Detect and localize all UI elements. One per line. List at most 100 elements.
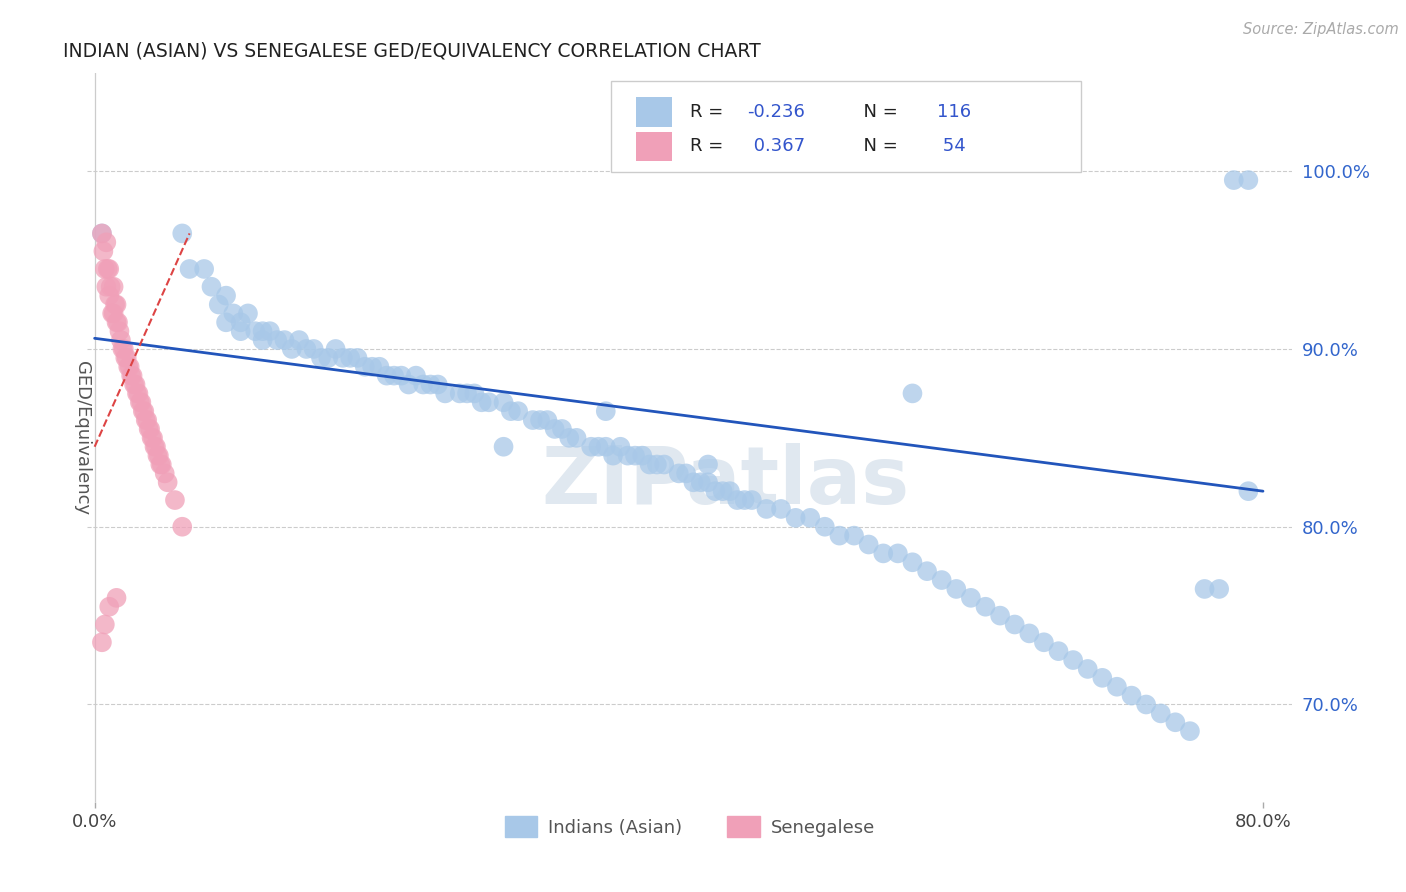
Point bbox=[288, 333, 311, 347]
Point bbox=[229, 315, 252, 329]
Point bbox=[682, 475, 704, 490]
Text: Source: ZipAtlas.com: Source: ZipAtlas.com bbox=[1243, 22, 1399, 37]
Text: 116: 116 bbox=[936, 103, 972, 121]
Text: 0.367: 0.367 bbox=[748, 137, 804, 155]
Point bbox=[105, 315, 128, 329]
Point bbox=[974, 599, 997, 614]
Text: -0.236: -0.236 bbox=[748, 103, 806, 121]
Text: ZIPatlas: ZIPatlas bbox=[541, 442, 910, 521]
Text: 54: 54 bbox=[936, 137, 966, 155]
Point bbox=[252, 324, 274, 338]
Point bbox=[90, 227, 112, 241]
Point bbox=[1077, 662, 1099, 676]
Point bbox=[588, 440, 610, 454]
Text: N =: N = bbox=[852, 103, 904, 121]
Point bbox=[148, 449, 170, 463]
Legend: Indians (Asian), Senegalese: Indians (Asian), Senegalese bbox=[498, 809, 882, 844]
Point bbox=[156, 475, 179, 490]
Point bbox=[229, 324, 252, 338]
Point bbox=[988, 608, 1011, 623]
Point bbox=[90, 635, 112, 649]
Point bbox=[103, 279, 125, 293]
Point bbox=[273, 333, 295, 347]
Point bbox=[1091, 671, 1114, 685]
Point bbox=[1047, 644, 1070, 658]
Point bbox=[93, 244, 115, 259]
Point bbox=[302, 342, 325, 356]
Point bbox=[135, 413, 157, 427]
Point bbox=[134, 404, 156, 418]
Point bbox=[127, 386, 149, 401]
Point bbox=[163, 493, 186, 508]
Point bbox=[138, 422, 160, 436]
Point bbox=[252, 333, 274, 347]
Point bbox=[142, 431, 165, 445]
Point bbox=[398, 377, 420, 392]
Point bbox=[471, 395, 494, 409]
Point bbox=[193, 262, 215, 277]
Point bbox=[405, 368, 427, 383]
Point bbox=[558, 431, 581, 445]
Point bbox=[98, 599, 121, 614]
Point bbox=[172, 520, 194, 534]
Point bbox=[1194, 582, 1216, 596]
Point bbox=[697, 475, 720, 490]
Point bbox=[132, 404, 155, 418]
Point bbox=[595, 440, 617, 454]
Point bbox=[111, 342, 134, 356]
Point bbox=[1121, 689, 1143, 703]
Point bbox=[785, 511, 807, 525]
Point bbox=[98, 288, 121, 302]
Point bbox=[449, 386, 471, 401]
Point bbox=[508, 404, 530, 418]
Point bbox=[901, 555, 924, 569]
Point bbox=[146, 449, 169, 463]
Point bbox=[143, 440, 166, 454]
Point bbox=[901, 386, 924, 401]
Point bbox=[741, 493, 763, 508]
Point bbox=[529, 413, 551, 427]
Point bbox=[90, 227, 112, 241]
Point bbox=[463, 386, 485, 401]
Point bbox=[579, 440, 602, 454]
Point bbox=[325, 342, 347, 356]
Point bbox=[675, 467, 697, 481]
Point bbox=[1105, 680, 1128, 694]
Point bbox=[361, 359, 384, 374]
Point bbox=[375, 368, 398, 383]
Point bbox=[309, 351, 332, 365]
Point bbox=[711, 484, 734, 499]
Point bbox=[222, 306, 245, 320]
Point bbox=[645, 458, 668, 472]
Point bbox=[1032, 635, 1054, 649]
Point bbox=[281, 342, 304, 356]
Point bbox=[136, 413, 159, 427]
Point bbox=[122, 377, 145, 392]
Point bbox=[609, 440, 631, 454]
Point bbox=[110, 333, 132, 347]
Point bbox=[103, 306, 125, 320]
Point bbox=[602, 449, 624, 463]
Point bbox=[478, 395, 501, 409]
Point bbox=[616, 449, 638, 463]
Point bbox=[828, 528, 851, 542]
Point bbox=[595, 404, 617, 418]
Point bbox=[94, 262, 117, 277]
Point bbox=[412, 377, 434, 392]
Point bbox=[638, 458, 661, 472]
Point bbox=[105, 297, 128, 311]
Point bbox=[101, 306, 124, 320]
Point bbox=[1062, 653, 1084, 667]
Point bbox=[1150, 706, 1173, 721]
Text: N =: N = bbox=[852, 137, 904, 155]
Point bbox=[94, 617, 117, 632]
Point bbox=[114, 351, 136, 365]
Point bbox=[1004, 617, 1026, 632]
Point bbox=[179, 262, 201, 277]
Point bbox=[236, 306, 259, 320]
Point bbox=[887, 546, 910, 560]
Point bbox=[536, 413, 558, 427]
Point bbox=[426, 377, 449, 392]
Point bbox=[295, 342, 318, 356]
Point bbox=[96, 235, 118, 250]
